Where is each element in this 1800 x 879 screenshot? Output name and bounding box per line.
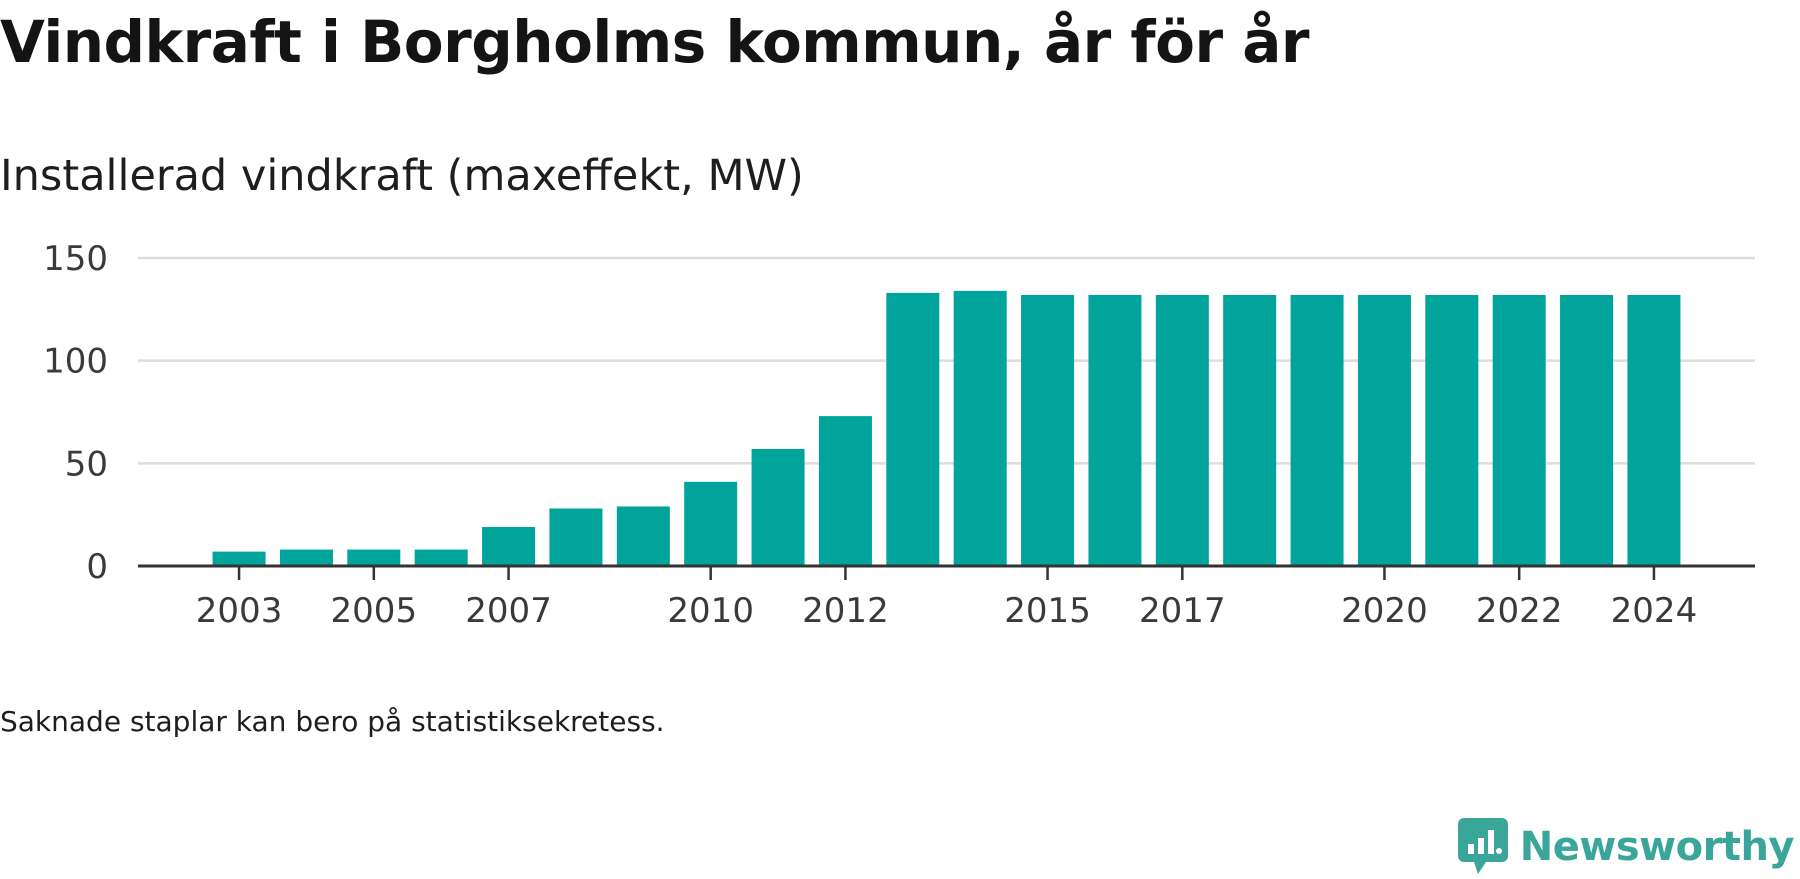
x-tick-label: 2007 <box>465 591 552 631</box>
bar-2004 <box>279 549 333 566</box>
chart-title: Vindkraft i Borgholms kommun, år för år <box>0 8 1310 76</box>
bar-2016 <box>1088 294 1142 566</box>
bar-2008 <box>549 508 603 566</box>
bar-2007 <box>482 526 536 566</box>
bar-2006 <box>414 549 468 566</box>
bar-2019 <box>1290 294 1344 566</box>
x-tick-label: 2003 <box>196 591 283 631</box>
bar-2009 <box>616 506 670 566</box>
bar-2012 <box>818 416 872 566</box>
bars <box>212 290 1681 566</box>
bar-2015 <box>1021 294 1075 566</box>
brand-name: Newsworthy <box>1519 824 1795 870</box>
bar-2020 <box>1357 294 1411 566</box>
x-tick-label: 2010 <box>667 591 754 631</box>
bar-2023 <box>1560 294 1614 566</box>
grid-lines <box>138 256 1755 465</box>
y-tick-label: 100 <box>43 342 108 382</box>
bar-2022 <box>1492 294 1546 566</box>
bar-2013 <box>886 292 940 566</box>
x-tick-label: 2012 <box>802 591 889 631</box>
chart-subtitle: Installerad vindkraft (maxeffekt, MW) <box>0 151 804 201</box>
x-tick-label: 2022 <box>1476 591 1563 631</box>
x-axis-labels: 2003 2005 2007 2010 2012 2015 2017 2020 2022 2024 <box>196 591 1697 631</box>
bar-2021 <box>1425 294 1479 566</box>
bar-2010 <box>684 481 738 566</box>
y-tick-label: 0 <box>86 547 108 587</box>
brand-logo: Newsworthy <box>1457 818 1795 876</box>
x-tick-label: 2024 <box>1611 591 1698 631</box>
bar-2024 <box>1627 294 1681 566</box>
x-axis <box>138 564 1755 580</box>
x-tick-label: 2015 <box>1004 591 1091 631</box>
bar-2017 <box>1155 294 1209 566</box>
bar-2005 <box>347 549 401 566</box>
x-tick-label: 2020 <box>1341 591 1428 631</box>
bar-2011 <box>751 448 805 566</box>
x-tick-label: 2017 <box>1139 591 1226 631</box>
bar-2018 <box>1223 294 1277 566</box>
x-tick-label: 2005 <box>331 591 418 631</box>
y-tick-label: 150 <box>43 239 108 279</box>
bar-2003 <box>212 551 266 566</box>
y-tick-label: 50 <box>65 444 108 484</box>
newsworthy-logo-icon <box>1457 818 1508 874</box>
footnote: Saknade staplar kan bero på statistiksek… <box>0 705 665 738</box>
bar-2014 <box>953 290 1007 566</box>
y-axis-labels: 0 50 100 150 <box>43 239 108 587</box>
